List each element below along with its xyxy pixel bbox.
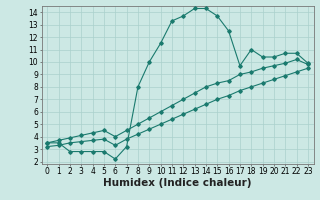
X-axis label: Humidex (Indice chaleur): Humidex (Indice chaleur) — [103, 178, 252, 188]
